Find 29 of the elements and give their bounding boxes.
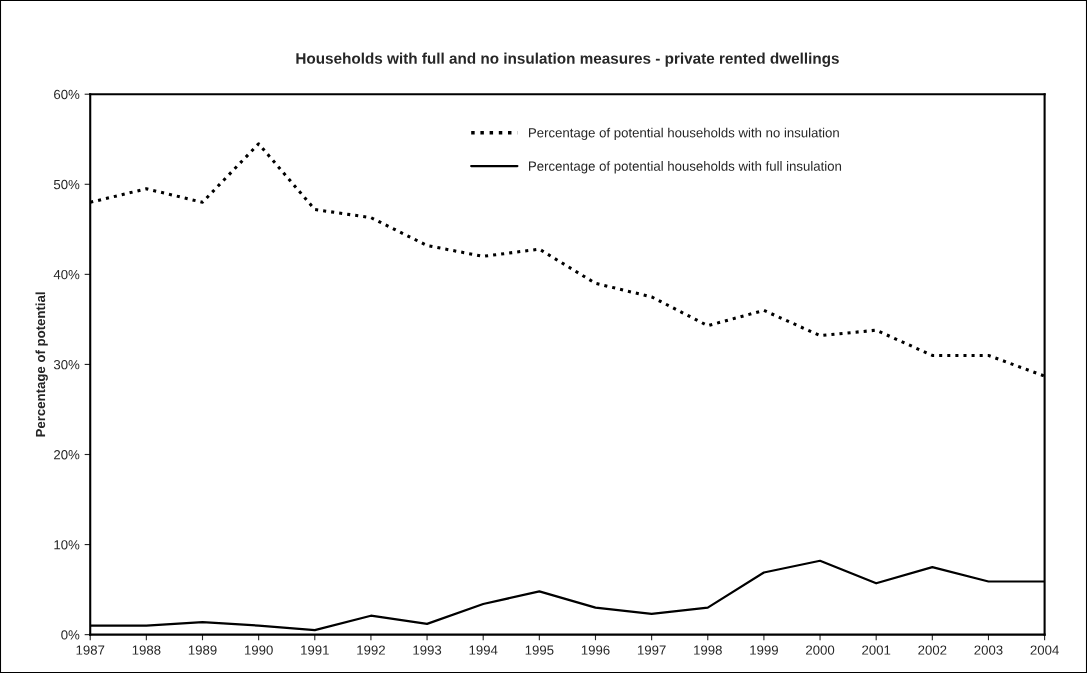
legend-label: Percentage of potential households with no insulation (529, 127, 839, 141)
y-axis-title: Percentage of potential (35, 292, 48, 437)
x-tick-label: 1998 (694, 645, 722, 655)
x-tick-label: 2000 (806, 645, 835, 655)
x-tick-label: 1991 (301, 645, 329, 655)
x-tick-label: 2002 (918, 645, 947, 655)
x-tick-label: 1994 (469, 645, 498, 655)
x-tick-label: 2003 (974, 645, 1003, 655)
legend-label: Percentage of potential households with full insulation (529, 161, 842, 174)
x-tick-label: 2001 (862, 645, 891, 655)
x-tick-label: 2004 (1030, 645, 1059, 655)
y-tick-label: 0% (61, 630, 80, 640)
y-tick-label: 60% (54, 89, 80, 100)
y-tick-label: 10% (54, 540, 80, 550)
x-tick-label: 1989 (188, 645, 217, 655)
x-tick-label: 1992 (357, 645, 385, 655)
x-tick-label: 1997 (637, 645, 666, 655)
x-tick-label: 1999 (750, 645, 778, 655)
x-tick-label: 1996 (581, 645, 610, 655)
x-tick-label: 1988 (132, 645, 161, 655)
y-tick-label: 40% (53, 269, 80, 280)
y-tick-label: 50% (53, 179, 80, 190)
y-tick-label: 30% (53, 360, 80, 370)
y-tick-label: 20% (54, 450, 80, 460)
x-tick-label: 1993 (413, 645, 442, 655)
x-tick-label: 1995 (525, 645, 554, 655)
chart-title: Households with full and no insulation measures - private rented dwellings (296, 52, 839, 67)
x-tick-label: 1987 (76, 645, 105, 655)
x-tick-label: 1990 (244, 645, 273, 655)
